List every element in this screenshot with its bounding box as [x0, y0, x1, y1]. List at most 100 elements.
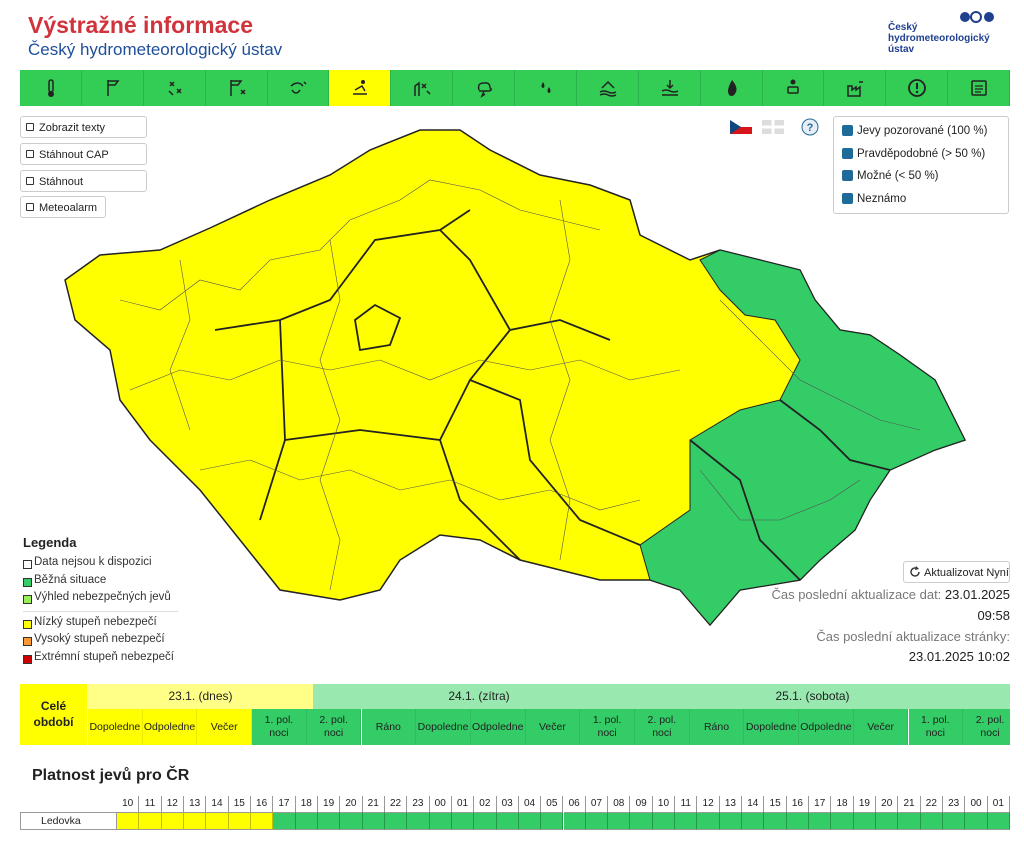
- toolbar-tab[interactable]: [515, 70, 577, 106]
- period-cell[interactable]: 2. pol. noci: [635, 709, 690, 745]
- hour-cell: [630, 812, 653, 830]
- hour-label: 10: [117, 796, 140, 812]
- toolbar-tab[interactable]: [82, 70, 144, 106]
- page-title: Výstražné informace: [28, 12, 253, 38]
- period-cell[interactable]: Dopoledne: [416, 709, 471, 745]
- filter-checkbox[interactable]: Neznámo: [842, 191, 906, 209]
- hour-label: 22: [385, 796, 408, 812]
- toolbar-tab[interactable]: [763, 70, 825, 106]
- day-header[interactable]: 23.1. (dnes): [88, 684, 313, 709]
- hour-label: 20: [876, 796, 899, 812]
- action-button[interactable]: Stáhnout CAP: [20, 143, 147, 165]
- filter-checkbox[interactable]: Pravděpodobné (> 50 %): [842, 146, 985, 164]
- period-cell[interactable]: 1. pol. noci: [252, 709, 307, 745]
- hour-cell: [451, 812, 475, 830]
- button-icon: [26, 177, 34, 185]
- period-cell[interactable]: Ráno: [689, 709, 745, 745]
- hour-cell: [407, 812, 430, 830]
- row-label[interactable]: Ledovka: [20, 812, 117, 830]
- toolbar-tab[interactable]: [824, 70, 887, 106]
- language-switch[interactable]: ?: [730, 118, 820, 138]
- period-cell[interactable]: Večer: [197, 709, 253, 745]
- legend-item: Vysoký stupeň nebezpečí: [23, 633, 165, 646]
- hour-label: 16: [787, 796, 810, 812]
- toolbar-tab[interactable]: [20, 70, 82, 106]
- region-green[interactable]: [639, 249, 966, 626]
- day-header[interactable]: 25.1. (sobota): [645, 684, 980, 709]
- hour-label: 12: [162, 796, 184, 812]
- hour-label: 14: [206, 796, 229, 812]
- toolbar-icon: [353, 80, 368, 95]
- legend-label: Extrémní stupeň nebezpečí: [34, 650, 174, 663]
- hour-cell: [965, 812, 988, 830]
- data-update-label: Čas poslední aktualizace dat:: [771, 587, 942, 602]
- action-button[interactable]: Stáhnout audiozáznam: [20, 170, 147, 210]
- period-cell[interactable]: 1. pol. noci: [908, 709, 964, 745]
- day-header[interactable]: 24.1. (zítra): [313, 684, 645, 709]
- toolbar-tab[interactable]: [701, 70, 763, 106]
- toolbar-tab[interactable]: [206, 70, 268, 106]
- period-cell[interactable]: Večer: [853, 709, 909, 745]
- period-cell[interactable]: Odpoledne: [142, 709, 198, 745]
- period-cell[interactable]: 2. pol. noci: [963, 709, 1010, 745]
- data-update: Čas poslední aktualizace dat: 23.01.2025: [771, 587, 1010, 602]
- toolbar-icon: [47, 79, 54, 97]
- hour-cell: [206, 812, 229, 830]
- legend-swatch: [23, 619, 32, 629]
- hour-cell: [183, 812, 207, 830]
- day-header: [980, 684, 1010, 709]
- button-icon: [26, 203, 34, 211]
- hour-cell: [273, 812, 296, 830]
- period-cell[interactable]: 2. pol. noci: [306, 709, 362, 745]
- toolbar-tab[interactable]: [886, 70, 949, 106]
- period-cell[interactable]: Odpoledne: [799, 709, 854, 745]
- toolbar-tab[interactable]: [144, 70, 206, 106]
- hour-label: 12: [697, 796, 720, 812]
- hour-cell: [496, 812, 519, 830]
- toolbar-icon: [908, 79, 927, 97]
- toolbar-icon: [477, 82, 493, 98]
- toolbar-tab[interactable]: [391, 70, 454, 106]
- toolbar-tab[interactable]: [577, 70, 639, 106]
- action-button[interactable]: Zobrazit texty: [20, 116, 147, 138]
- legend-label: Data nejsou k dispozici: [34, 556, 152, 568]
- data-update-date: 23.01.2025: [944, 587, 1010, 602]
- hour-cell: [250, 812, 274, 830]
- hour-label: 20: [340, 796, 363, 812]
- logo-line: Český: [888, 22, 918, 33]
- hour-cell: [117, 812, 140, 830]
- svg-text:?: ?: [807, 122, 814, 134]
- toolbar-tab[interactable]: [948, 70, 1010, 106]
- period-cell[interactable]: Dopoledne: [88, 709, 143, 745]
- filter-checkbox[interactable]: Jevy pozorované (100 %): [842, 123, 987, 141]
- toolbar-tab[interactable]: [453, 70, 515, 106]
- hour-cell: [518, 812, 542, 830]
- hour-cell: [987, 812, 1010, 830]
- toolbar-icon: [229, 80, 246, 96]
- hour-label: 18: [296, 796, 318, 812]
- refresh-icon: [910, 566, 920, 577]
- period-cell[interactable]: Večer: [525, 709, 581, 745]
- hour-label: 16: [251, 796, 274, 812]
- period-cell[interactable]: Dopoledne: [744, 709, 800, 745]
- toolbar-icon: [599, 80, 617, 97]
- hour-cell: [541, 812, 564, 830]
- filter-checkbox[interactable]: Možné (< 50 %): [842, 168, 939, 186]
- hour-cell: [742, 812, 765, 830]
- toolbar-tab[interactable]: [639, 70, 701, 106]
- action-button[interactable]: Meteoalarm: [20, 196, 107, 218]
- period-cell[interactable]: Ráno: [361, 709, 417, 745]
- toolbar-tab[interactable]: [268, 70, 330, 106]
- hour-cell: [943, 812, 966, 830]
- logo-text[interactable]: Český hydrometeorologický ústav: [888, 22, 990, 55]
- legend-swatch: [23, 654, 32, 664]
- legend-item: Data nejsou k dispozici: [23, 556, 152, 569]
- all-period[interactable]: Celé období: [20, 684, 88, 745]
- period-cell[interactable]: Odpoledne: [470, 709, 526, 745]
- hour-cell: [295, 812, 318, 830]
- toolbar-tab[interactable]: [329, 70, 392, 106]
- legend-label: Vysoký stupeň nebezpečí: [34, 633, 165, 645]
- refresh-button[interactable]: Aktualizovat Nyní: [903, 561, 1010, 583]
- period-cell[interactable]: 1. pol. noci: [580, 709, 635, 745]
